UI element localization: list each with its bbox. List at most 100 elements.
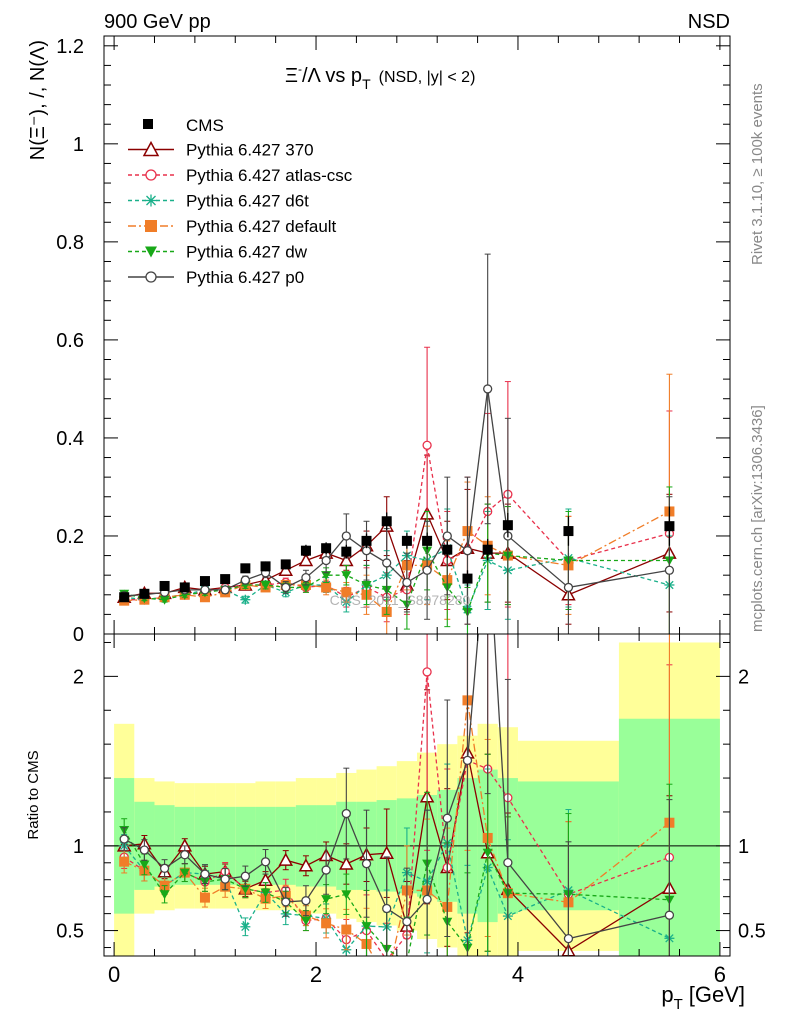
series-5-point <box>402 577 412 588</box>
series-5-point <box>281 582 291 593</box>
legend-label: Pythia 6.427 dw <box>186 243 308 262</box>
legend-marker <box>145 169 157 181</box>
legend-label: Pythia 6.427 atlas-csc <box>186 166 353 185</box>
series-2-ratio-line <box>123 840 670 951</box>
series-0-ratio-line <box>124 752 670 952</box>
series-4-ratio-point <box>321 895 332 905</box>
legend-label: Pythia 6.427 370 <box>186 141 314 160</box>
tick-label: 0.6 <box>56 330 84 352</box>
legend-marker <box>145 271 157 283</box>
series-1-ratio-point <box>384 955 389 956</box>
cms-data-point <box>381 516 392 527</box>
tick-label: 1 <box>73 134 84 156</box>
series-5-point <box>321 555 331 566</box>
legend-marker <box>145 194 157 207</box>
series-4-ratio-point <box>159 890 170 900</box>
series-5-ratio-point <box>240 871 251 881</box>
series-4-ratio-point <box>179 868 190 878</box>
series-0-line <box>124 511 670 598</box>
watermark: CMS_2011_S8978280 <box>330 592 471 608</box>
series-1-ratio-line <box>123 671 670 956</box>
series-5-point <box>301 572 311 583</box>
series-5-ratio-point <box>180 850 190 860</box>
tick-label: 1 <box>73 836 84 858</box>
series-2-point <box>240 594 251 605</box>
series-0-ratio-point <box>278 852 294 866</box>
series-5-point <box>483 384 493 394</box>
series-4-ratio-point <box>341 890 352 900</box>
series-4-point <box>321 571 332 581</box>
cms-data-point <box>462 573 473 584</box>
tick-label: 0 <box>73 624 84 646</box>
cms-data-point <box>220 574 231 585</box>
series-5-ratio-point <box>361 859 372 869</box>
tick-label: 1.2 <box>56 36 84 58</box>
series-4-point <box>159 595 170 605</box>
x-axis-title: pT [GeV] <box>661 982 745 1013</box>
legend-cms-marker <box>143 119 153 129</box>
series-5-ratio-point <box>462 755 473 766</box>
series-3-ratio-point <box>119 856 130 867</box>
series-4-ratio-point <box>482 848 493 858</box>
mcplots-label: mcplots.cern.ch [arXiv:1306.3436] <box>749 405 766 632</box>
tick-label: 0.5 <box>56 921 84 943</box>
series-5-ratio-point <box>139 845 150 855</box>
cms-data-point <box>300 545 311 556</box>
series-4-point <box>341 571 352 581</box>
series-0-ratio-point <box>339 856 354 870</box>
series-2-point-arm <box>241 595 250 604</box>
series-5-ratio-point <box>664 910 675 920</box>
series-5-ratio-point <box>321 865 331 875</box>
cms-data-point <box>502 520 513 531</box>
main-plot-layer <box>116 253 677 634</box>
legend-label-cms: CMS <box>186 116 224 135</box>
series-5-point <box>664 565 675 575</box>
series-3-line <box>124 510 670 614</box>
legend-label: Pythia 6.427 d6t <box>186 192 309 211</box>
legend-label: Pythia 6.427 p0 <box>186 268 304 287</box>
series-4-ratio-point <box>139 860 150 870</box>
tick-label: 4 <box>512 962 524 987</box>
cms-data-point <box>280 559 291 570</box>
series-4-ratio-point <box>402 958 412 967</box>
tick-label: 2 <box>73 666 84 688</box>
series-4-point <box>361 580 372 590</box>
series-5-ratio-point <box>260 857 271 867</box>
series-5-point <box>200 585 210 595</box>
cms-data-point <box>260 561 271 572</box>
series-2-ratio-point <box>240 921 251 932</box>
cms-data-point <box>401 535 412 546</box>
series-5-point <box>240 575 251 585</box>
ratio-plot-frame <box>103 633 731 957</box>
cms-data-point <box>422 535 433 546</box>
legend-marker <box>145 246 157 258</box>
series-5-ratio-point <box>119 834 129 844</box>
series-4-point <box>300 583 311 593</box>
series-5-point <box>563 582 574 593</box>
cms-data-point <box>361 535 372 546</box>
chart-title: Ξ-/Λ vs pT (NSD, |y| < 2) <box>285 62 475 92</box>
series-0-ratio-point <box>298 858 314 872</box>
series-4-line <box>124 549 670 614</box>
series-5-ratio-line <box>123 634 670 940</box>
cms-data-point <box>119 592 130 603</box>
series-5-ratio-point <box>341 808 351 819</box>
series-5-ratio-point <box>200 869 210 879</box>
series-3-ratio-line <box>123 700 670 956</box>
series-5-ratio-point <box>301 896 311 906</box>
series-5-ratio-point <box>382 903 392 914</box>
tick-label: 0.2 <box>56 526 84 548</box>
legend-marker <box>145 220 157 232</box>
series-4-ratio-point <box>361 922 372 932</box>
series-4-ratio-point <box>240 884 251 894</box>
tick-label: 0.8 <box>56 232 84 254</box>
series-5-ratio-point <box>220 874 230 884</box>
tick-label: 2 <box>738 666 749 688</box>
series-5-ratio-point <box>442 813 452 823</box>
series-5-point <box>442 531 452 541</box>
cms-data-point <box>199 576 210 587</box>
ratio-plot-layer <box>116 634 677 967</box>
series-0-point <box>298 552 314 567</box>
series-5-point <box>341 531 351 541</box>
series-4-ratio-point <box>300 916 311 926</box>
